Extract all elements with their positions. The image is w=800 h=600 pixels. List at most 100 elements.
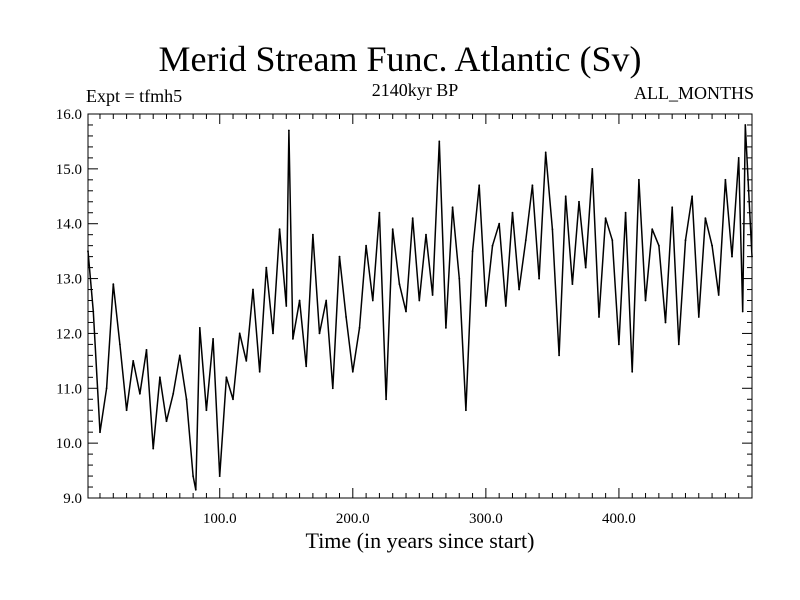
data-point [531,184,534,187]
data-point [305,365,308,368]
data-point [611,239,614,242]
data-point [731,255,733,258]
x-tick-label: 400.0 [602,511,636,527]
data-point [272,332,274,335]
y-tick-label: 15.0 [56,162,82,178]
data-point [318,332,321,335]
data-point [125,409,128,412]
experiment-label: Expt = tfmh5 [86,86,183,106]
data-point [741,310,744,313]
x-tick-label: 200.0 [336,511,370,527]
data-point [571,283,574,285]
data-point [411,217,414,220]
data-point [491,244,494,247]
data-point [498,222,501,225]
data-point [298,299,301,302]
data-point [331,387,334,390]
y-tick-label: 16.0 [56,107,82,123]
data-point [165,420,168,423]
data-point [398,283,401,285]
data-point [258,370,261,373]
data-point [132,360,135,362]
data-point [465,409,467,412]
data-point [99,431,101,434]
data-point [431,294,434,296]
axis-ticks [88,114,752,498]
data-point [538,277,540,280]
data-point [338,255,341,258]
chart-title: Merid Stream Func. Atlantic (Sv) [158,39,642,79]
data-point [238,332,241,335]
data-point [604,217,607,220]
data-point [391,228,394,231]
data-point [198,327,201,329]
months-label: ALL_MONTHS [634,83,754,103]
data-point [598,316,600,318]
data-point [178,354,181,357]
data-point [192,475,195,477]
data-point [684,239,687,242]
data-point [232,398,234,401]
data-point [425,233,427,236]
data-point [638,178,640,181]
data-point [285,305,288,307]
data-point [618,343,620,346]
plot-frame [87,113,753,499]
data-point [658,244,660,247]
y-tick-label: 12.0 [56,326,82,342]
data-point [159,376,161,379]
data-point [451,206,454,209]
data-point [145,349,148,351]
data-point [194,488,197,491]
data-point [139,392,141,395]
tick-labels: 100.0 200.0 300.0 400.0 9.0 10.0 11.0 12.0 13.0 1… [56,107,636,527]
data-point [558,354,560,357]
data-point [185,398,188,401]
data-point [365,244,367,247]
data-point [524,239,527,242]
data-point [172,392,175,395]
data-point [691,195,693,198]
data-point [288,129,290,132]
data-point [677,343,680,346]
data-point [744,124,747,126]
data-point [292,338,294,340]
data-point [544,151,547,154]
data-point [112,283,115,285]
data-point [564,195,567,198]
data-point [518,288,520,291]
y-tick-label: 9.0 [63,491,82,507]
data-point [471,250,474,253]
data-point [578,200,580,203]
data-point [252,288,254,291]
data-point [697,316,700,318]
data-point [312,233,314,236]
data-point [624,211,627,214]
data-point [205,409,208,412]
y-tick-label: 14.0 [56,217,82,233]
y-tick-label: 10.0 [56,436,82,452]
data-point [245,360,248,362]
data-point [325,299,328,302]
data-point [551,228,554,231]
data-point [218,475,221,477]
x-tick-label: 300.0 [469,511,503,527]
data-point [458,277,461,280]
data-point [351,370,354,373]
data-point [511,211,514,214]
data-point [717,294,720,296]
y-tick-label: 13.0 [56,272,82,288]
data-point [212,338,215,340]
y-tick-label: 11.0 [56,381,82,397]
data-series-line [87,124,753,491]
data-point [119,343,121,346]
data-point [92,310,95,313]
data-point [405,310,407,313]
x-tick-label: 100.0 [203,511,237,527]
chart-subtitle: 2140kyr BP [371,80,459,100]
data-point [152,447,155,450]
data-point [485,305,487,307]
data-point [418,299,421,302]
data-point [711,244,713,247]
